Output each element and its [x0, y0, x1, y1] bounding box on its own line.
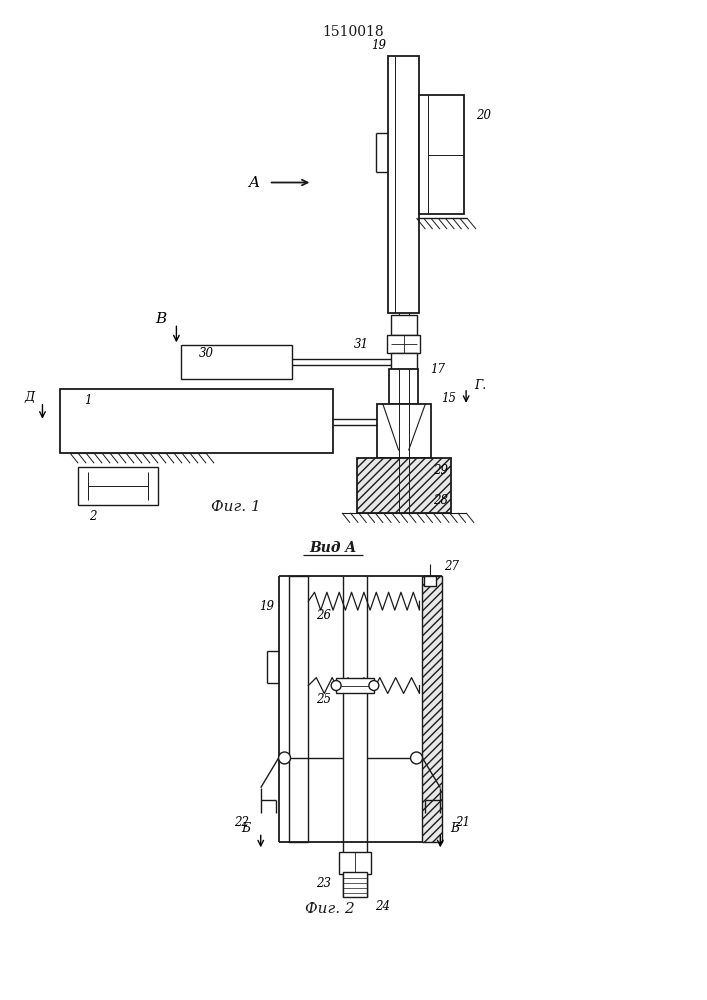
Text: Г.: Г.: [474, 379, 486, 392]
Text: 2: 2: [89, 510, 97, 523]
Bar: [424, 576, 436, 586]
Bar: [78, 467, 158, 505]
Circle shape: [369, 681, 379, 690]
Circle shape: [279, 752, 291, 764]
Bar: [387, 56, 419, 313]
Bar: [423, 576, 443, 842]
Bar: [357, 458, 451, 513]
Text: 1510018: 1510018: [322, 25, 384, 39]
Text: 20: 20: [476, 109, 491, 122]
Circle shape: [411, 752, 423, 764]
Bar: [377, 404, 431, 458]
Text: Д: Д: [25, 391, 35, 404]
Bar: [60, 389, 333, 453]
Text: 24: 24: [375, 900, 390, 913]
Text: Фиг. 2: Фиг. 2: [305, 902, 355, 916]
Text: 28: 28: [433, 494, 448, 507]
Bar: [288, 576, 308, 842]
Text: Вид A: Вид A: [310, 541, 357, 555]
Text: Б: Б: [450, 822, 460, 835]
Text: 25: 25: [316, 693, 331, 706]
Bar: [343, 872, 367, 897]
Text: 30: 30: [199, 347, 214, 360]
Text: 26: 26: [316, 609, 331, 622]
Text: 19: 19: [259, 600, 274, 613]
Text: 22: 22: [234, 816, 249, 829]
Bar: [389, 369, 419, 404]
Bar: [391, 315, 416, 335]
Text: 31: 31: [354, 338, 369, 351]
Text: 15: 15: [441, 392, 456, 405]
Text: B: B: [156, 312, 166, 326]
Text: 17: 17: [431, 363, 445, 376]
Bar: [339, 852, 371, 874]
Text: 19: 19: [370, 39, 386, 52]
Circle shape: [331, 681, 341, 690]
Text: Фиг. 1: Фиг. 1: [211, 500, 261, 514]
Bar: [391, 353, 416, 369]
Text: Б: Б: [242, 822, 251, 835]
Bar: [387, 335, 421, 353]
Text: 27: 27: [444, 560, 460, 573]
Bar: [336, 678, 374, 693]
Text: 21: 21: [455, 816, 470, 829]
Text: A: A: [247, 176, 259, 190]
Bar: [182, 345, 293, 379]
Text: 1: 1: [84, 394, 92, 407]
Bar: [419, 95, 464, 214]
Text: 29: 29: [433, 464, 448, 477]
Text: 23: 23: [316, 877, 331, 890]
